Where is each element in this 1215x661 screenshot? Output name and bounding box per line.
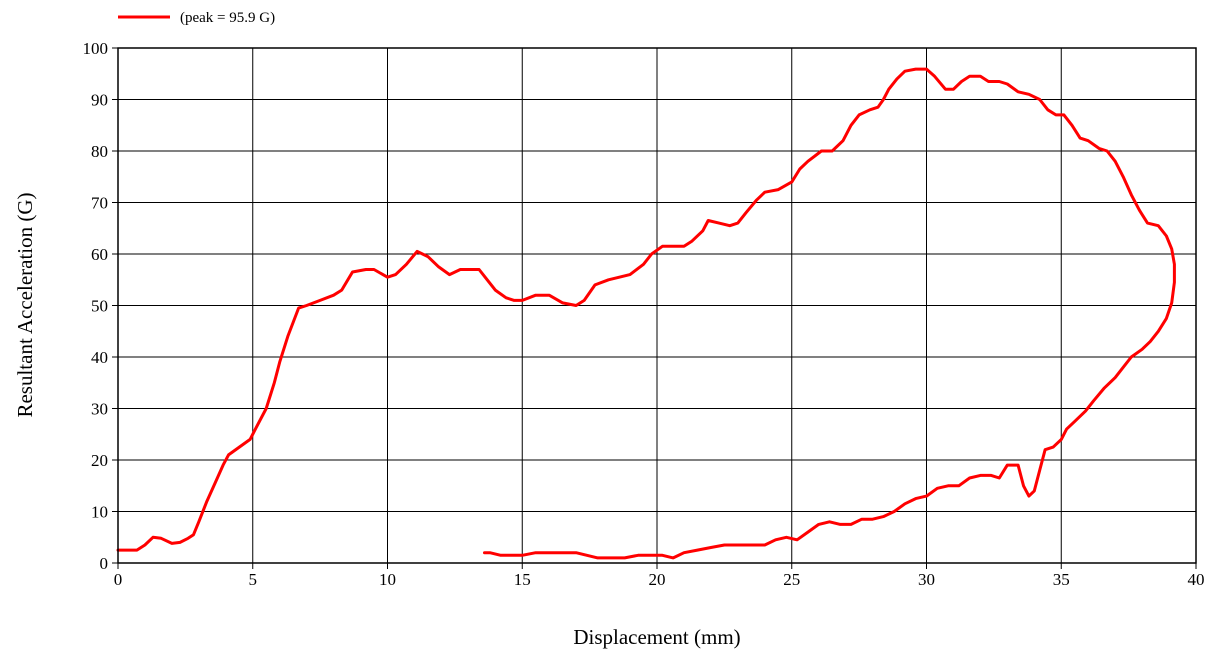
grid: [118, 48, 1196, 563]
y-tick-label: 80: [91, 142, 108, 161]
legend-label: (peak = 95.9 G): [180, 10, 275, 26]
x-tick-label: 35: [1053, 570, 1070, 589]
y-tick-label: 10: [91, 503, 108, 522]
x-tick-label: 20: [649, 570, 666, 589]
x-tick-label: 40: [1188, 570, 1205, 589]
y-tick-label: 70: [91, 194, 108, 213]
x-tick-label: 30: [918, 570, 935, 589]
y-tick-label: 90: [91, 91, 108, 110]
series-layer: [116, 67, 1176, 560]
y-tick-label: 40: [91, 348, 108, 367]
x-tick-label: 10: [379, 570, 396, 589]
x-tick-label: 5: [249, 570, 258, 589]
y-tick-label: 20: [91, 451, 108, 470]
x-tick-label: 0: [114, 570, 123, 589]
y-tick-label: 0: [100, 554, 109, 573]
legend: (peak = 95.9 G): [118, 10, 275, 26]
tick-labels: 0 5 10 15 20 25 30 35 40 0 10 20 30 40 50 60 70 80 90 100: [83, 39, 1205, 589]
x-axis-title: Displacement (mm): [573, 625, 740, 649]
x-tick-label: 15: [514, 570, 531, 589]
x-tick-label: 25: [783, 570, 800, 589]
y-tick-label: 30: [91, 400, 108, 419]
series-line-0: [116, 67, 1176, 560]
y-tick-label: 60: [91, 245, 108, 264]
y-tick-label: 50: [91, 297, 108, 316]
y-tick-label: 100: [83, 39, 109, 58]
y-axis-title: Resultant Acceleration (G): [13, 192, 37, 417]
plot-frame: [117, 47, 1197, 564]
